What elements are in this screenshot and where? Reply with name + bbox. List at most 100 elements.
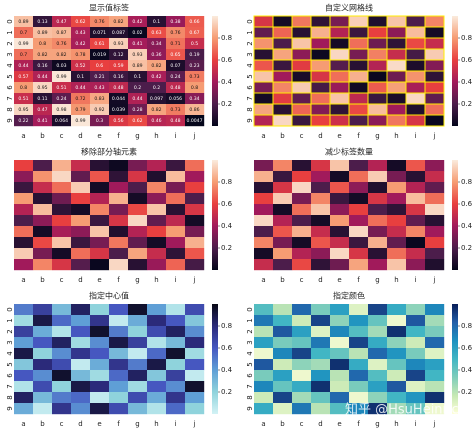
- heatmap-cell: [14, 204, 34, 216]
- heatmap-cell: [425, 182, 445, 194]
- cell-label: 0.95: [18, 107, 28, 113]
- heatmap-cell: [329, 59, 350, 72]
- x-tick-label: h: [394, 276, 398, 284]
- heatmap-cell: [406, 204, 426, 216]
- cell-label: 0.79: [75, 107, 85, 113]
- heatmap-cell: [109, 16, 129, 28]
- heatmap-cell: [367, 103, 388, 116]
- heatmap-cell: [109, 248, 129, 260]
- heatmap-cell: [425, 193, 445, 205]
- heatmap-cell: [166, 60, 186, 72]
- y-tick-label: 0: [246, 19, 254, 23]
- heatmap-cell: [406, 403, 426, 415]
- heatmap-cell: [292, 381, 312, 393]
- heatmap-cell: [406, 160, 426, 172]
- heatmap-cell: [147, 315, 167, 327]
- heatmap-cell: [128, 27, 148, 39]
- heatmap-cell: [292, 248, 312, 260]
- heatmap-cell: [330, 315, 350, 327]
- cell-label: 0.42: [151, 74, 161, 80]
- heatmap-cell: [292, 326, 312, 338]
- cell-label: 0.16: [113, 74, 123, 80]
- cell-label: 0.73: [189, 74, 199, 80]
- heatmap-cell: [254, 215, 274, 227]
- heatmap-cell: [254, 392, 274, 404]
- heatmap-cell: [254, 326, 274, 338]
- heatmap-cell: [329, 114, 350, 127]
- heatmap-cell: [33, 226, 53, 238]
- heatmap-cell: [185, 115, 205, 127]
- heatmap-cell: [33, 315, 53, 327]
- heatmap-cell: [166, 215, 186, 227]
- heatmap-cell: [33, 82, 53, 94]
- x-tick-label: e: [337, 420, 341, 428]
- colorbar-tick-label: 0.4: [221, 78, 233, 86]
- heatmap-cell: [425, 370, 445, 382]
- heatmap-cell: [311, 304, 331, 316]
- heatmap-cell: [147, 104, 167, 116]
- heatmap-cell: [33, 193, 53, 205]
- heatmap-cell: [425, 326, 445, 338]
- heatmap-cell: [71, 315, 91, 327]
- heatmap-cell: [291, 92, 312, 105]
- heatmap-cell: [349, 193, 369, 205]
- heatmap-cell: [71, 403, 91, 415]
- heatmap-cell: [33, 71, 53, 83]
- cell-label: 0.89: [18, 19, 28, 25]
- heatmap-cell: [109, 204, 129, 216]
- heatmap-cell: [147, 370, 167, 382]
- heatmap-cell: [128, 392, 148, 404]
- heatmap-cell: [368, 392, 388, 404]
- heatmap-cell: [52, 115, 72, 127]
- heatmap-cell: [368, 326, 388, 338]
- heatmap-cell: [349, 348, 369, 360]
- heatmap-cell: [254, 204, 274, 216]
- heatmap-cell: [185, 259, 205, 271]
- cell-label: 0.44: [37, 74, 47, 80]
- heatmap-cell: [254, 237, 274, 249]
- heatmap-cell: [71, 115, 91, 127]
- heatmap-cell: [90, 204, 110, 216]
- x-tick-label: g: [375, 276, 379, 284]
- heatmap-cell: [14, 16, 34, 28]
- heatmap-cell: [71, 248, 91, 260]
- heatmap-cell: [147, 160, 167, 172]
- heatmap-cell: [311, 160, 331, 172]
- colorbar-tick-label: 0.4: [461, 366, 473, 374]
- y-tick-label: 8: [246, 395, 254, 399]
- heatmap-cell: [272, 92, 293, 105]
- colorbar: [212, 160, 218, 270]
- heatmap-cell: [14, 304, 34, 316]
- heatmap-cell: [387, 392, 407, 404]
- heatmap-cell: [254, 193, 274, 205]
- heatmap-cell: [348, 59, 369, 72]
- heatmap-cell: [425, 403, 445, 415]
- cell-label: 0.71: [170, 41, 180, 47]
- heatmap-cell: [33, 115, 53, 127]
- heatmap-cell: [109, 71, 129, 83]
- heatmap-cell: [185, 392, 205, 404]
- heatmap-cell: [52, 193, 72, 205]
- heatmap-cell: [166, 259, 186, 271]
- colorbar-tick-label: 0.6: [221, 344, 233, 352]
- heatmap-cell: [128, 115, 148, 127]
- y-tick-label: 4: [6, 351, 14, 356]
- x-tick-label: c: [60, 276, 64, 284]
- heatmap-cell: [424, 59, 445, 72]
- cell-label: 0.22: [18, 118, 28, 124]
- heatmap-cell: [253, 103, 274, 116]
- heatmap-cell: [254, 259, 274, 271]
- heatmap-cell: [166, 16, 186, 28]
- heatmap-cell: [147, 16, 167, 28]
- heatmap-cell: [128, 82, 148, 94]
- chart-title: 移除部分轴元素: [81, 147, 137, 157]
- heatmap-cell: [147, 381, 167, 393]
- x-tick-label: j: [433, 420, 436, 428]
- heatmap-cell: [109, 226, 129, 238]
- heatmap-cell: [310, 37, 331, 50]
- heatmap-cell: [291, 15, 312, 28]
- cell-label: 0.47: [37, 107, 47, 113]
- heatmap-cell: [185, 248, 205, 260]
- heatmap-cell: [147, 337, 167, 349]
- cell-label: 0.44: [132, 96, 142, 102]
